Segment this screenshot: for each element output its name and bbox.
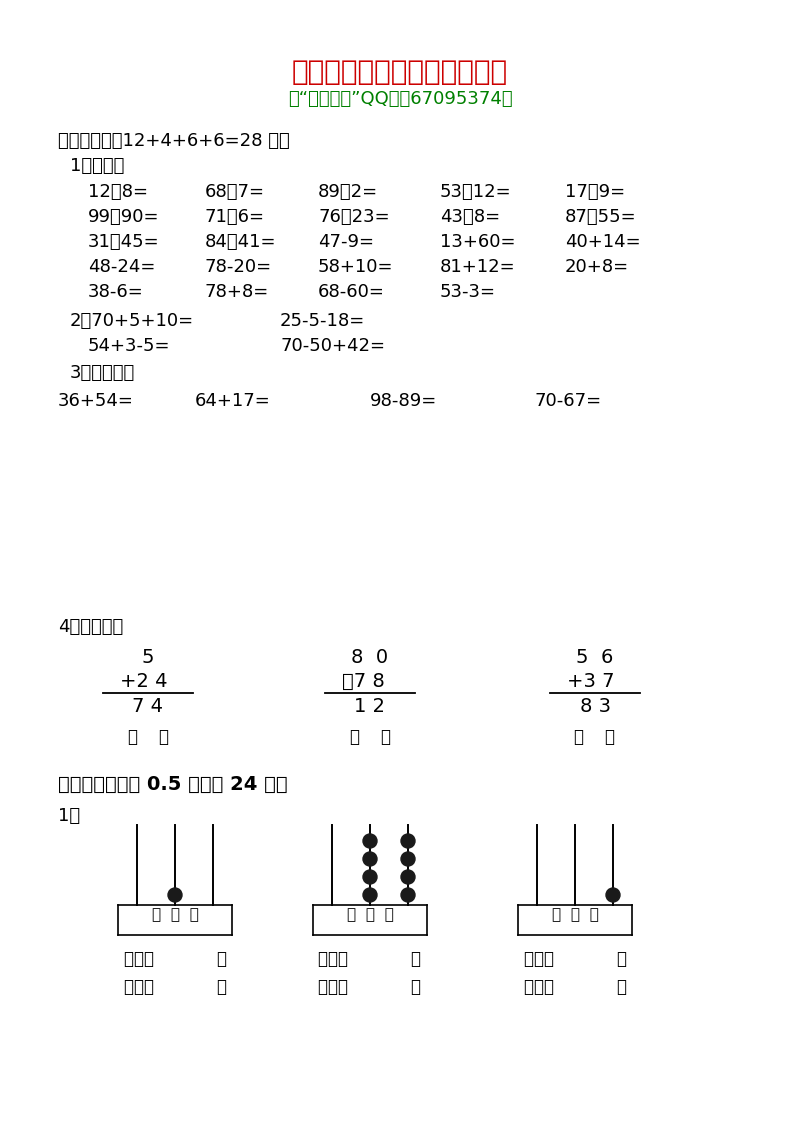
- Text: 12－8=: 12－8=: [88, 183, 148, 201]
- Text: 13+60=: 13+60=: [440, 233, 515, 251]
- Text: 68-60=: 68-60=: [318, 283, 385, 301]
- Text: 5: 5: [142, 648, 154, 667]
- Text: 8  0: 8 0: [351, 648, 389, 667]
- Text: 87－55=: 87－55=: [565, 208, 637, 226]
- Circle shape: [401, 887, 415, 902]
- Text: 64+17=: 64+17=: [195, 392, 270, 410]
- Circle shape: [401, 871, 415, 884]
- Text: 1 2: 1 2: [354, 697, 386, 717]
- Text: 二、填空（每空 0.5 分，共 24 分）: 二、填空（每空 0.5 分，共 24 分）: [58, 775, 288, 794]
- Text: 70-50+42=: 70-50+42=: [280, 337, 385, 355]
- Text: 一、计算。（12+4+6+6=28 分）: 一、计算。（12+4+6+6=28 分）: [58, 132, 290, 151]
- Text: 84－41=: 84－41=: [205, 233, 277, 251]
- Circle shape: [606, 887, 620, 902]
- Text: 8 3: 8 3: [579, 697, 610, 717]
- Text: 百  十  个: 百 十 个: [346, 907, 394, 921]
- Text: 写作（            ）: 写作（ ）: [523, 950, 626, 968]
- Text: 98-89=: 98-89=: [370, 392, 438, 410]
- Text: 89＋2=: 89＋2=: [318, 183, 378, 201]
- Text: 读作（            ）: 读作（ ）: [123, 978, 226, 996]
- Text: 71－6=: 71－6=: [205, 208, 265, 226]
- Circle shape: [363, 887, 377, 902]
- Text: 54+3-5=: 54+3-5=: [88, 337, 170, 355]
- Text: －7 8: －7 8: [342, 672, 385, 691]
- Text: （    ）: （ ）: [127, 728, 169, 746]
- Text: 43＋8=: 43＋8=: [440, 208, 500, 226]
- Text: 3、紖式计算: 3、紖式计算: [70, 365, 135, 381]
- Text: 81+12=: 81+12=: [440, 258, 516, 276]
- Text: （    ）: （ ）: [574, 728, 615, 746]
- Text: 68＋7=: 68＋7=: [205, 183, 265, 201]
- Text: 1、口算。: 1、口算。: [70, 157, 124, 175]
- Text: 31＋45=: 31＋45=: [88, 233, 160, 251]
- Text: 20+8=: 20+8=: [565, 258, 629, 276]
- Text: 4、病题门诊: 4、病题门诊: [58, 618, 123, 636]
- Text: +2 4: +2 4: [120, 672, 167, 691]
- Text: 7 4: 7 4: [133, 697, 163, 717]
- Text: （“家庭奥数”QQ群：67095374）: （“家庭奥数”QQ群：67095374）: [288, 91, 512, 108]
- Text: 40+14=: 40+14=: [565, 233, 641, 251]
- Text: 写作（            ）: 写作（ ）: [318, 950, 422, 968]
- Text: 78-20=: 78-20=: [205, 258, 272, 276]
- Text: 99－90=: 99－90=: [88, 208, 159, 226]
- Text: 读作（            ）: 读作（ ）: [523, 978, 626, 996]
- Text: 读作（            ）: 读作（ ）: [318, 978, 422, 996]
- Text: 53－12=: 53－12=: [440, 183, 512, 201]
- Circle shape: [401, 834, 415, 848]
- Text: 2、70+5+10=: 2、70+5+10=: [70, 312, 194, 331]
- Circle shape: [168, 887, 182, 902]
- Text: 写作（            ）: 写作（ ）: [123, 950, 226, 968]
- Text: （    ）: （ ）: [350, 728, 390, 746]
- Text: 47-9=: 47-9=: [318, 233, 374, 251]
- Text: 53-3=: 53-3=: [440, 283, 496, 301]
- Circle shape: [363, 871, 377, 884]
- Circle shape: [363, 834, 377, 848]
- Text: 38-6=: 38-6=: [88, 283, 144, 301]
- Text: 百  十  个: 百 十 个: [551, 907, 598, 921]
- Circle shape: [363, 852, 377, 866]
- Text: 48-24=: 48-24=: [88, 258, 155, 276]
- Text: 5  6: 5 6: [576, 648, 614, 667]
- Text: +3 7: +3 7: [567, 672, 614, 691]
- Text: 76＋23=: 76＋23=: [318, 208, 390, 226]
- Text: 78+8=: 78+8=: [205, 283, 270, 301]
- Text: 58+10=: 58+10=: [318, 258, 394, 276]
- Text: 百  十  个: 百 十 个: [151, 907, 198, 921]
- Text: 小学一年级数学下册期末试卷: 小学一年级数学下册期末试卷: [292, 58, 508, 86]
- Circle shape: [401, 852, 415, 866]
- Text: 70-67=: 70-67=: [535, 392, 602, 410]
- Text: 17＋9=: 17＋9=: [565, 183, 625, 201]
- Text: 25-5-18=: 25-5-18=: [280, 312, 366, 331]
- Text: 36+54=: 36+54=: [58, 392, 134, 410]
- Text: 1、: 1、: [58, 807, 80, 825]
